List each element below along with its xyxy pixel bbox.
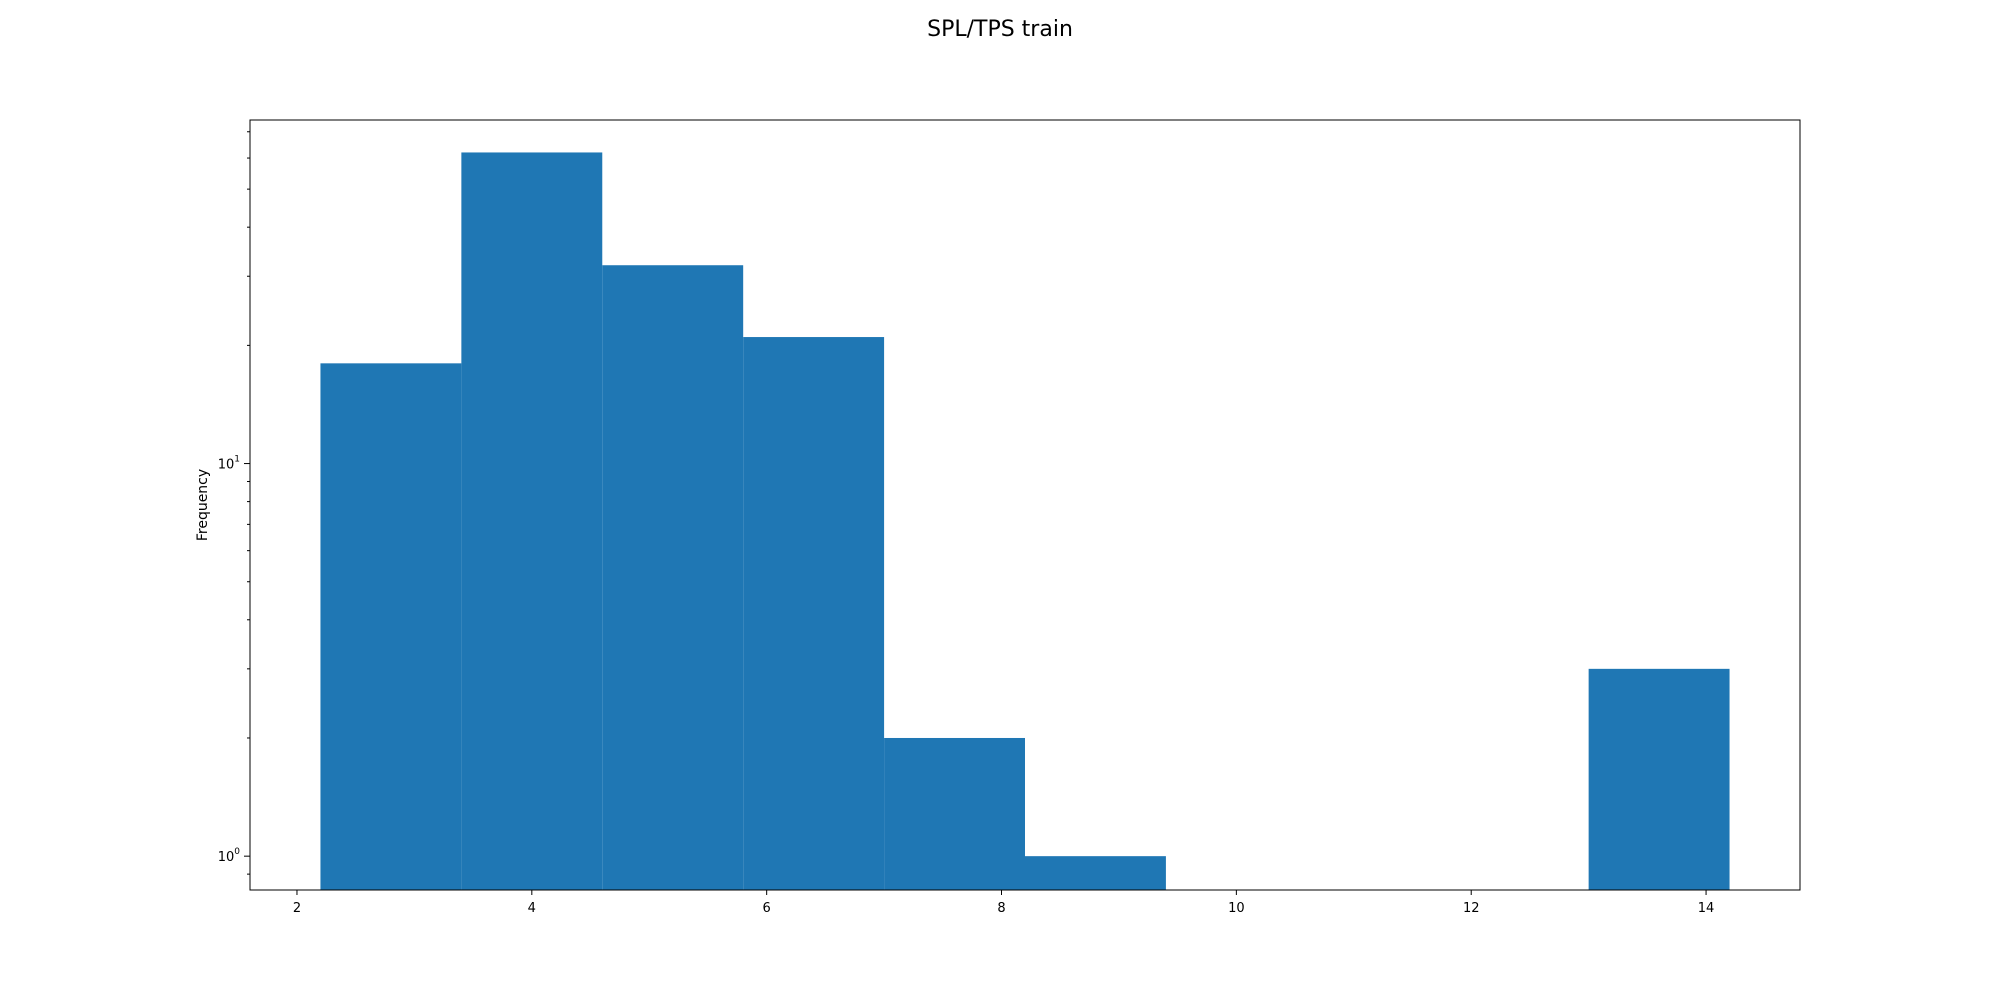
x-axis: 2 4 6 8 10 12 14 (293, 890, 1715, 916)
x-tick-label: 4 (528, 901, 536, 916)
histogram-bar (461, 152, 603, 891)
y-tick-label: 101 (218, 455, 240, 473)
x-tick-label: 14 (1698, 901, 1715, 916)
bars-group (320, 152, 1730, 891)
x-tick-label: 6 (763, 901, 771, 916)
plot-frame (249, 119, 1801, 891)
y-axis-label: Frequency (195, 469, 211, 541)
histogram-bar (1588, 668, 1730, 890)
histogram-bar (743, 337, 885, 890)
y-axis: 100 101 (218, 131, 250, 875)
x-tick-label: 8 (997, 901, 1005, 916)
x-tick-label: 2 (293, 901, 301, 916)
histogram-bar (884, 737, 1025, 890)
histogram-bar (602, 265, 744, 890)
x-tick-label: 12 (1463, 901, 1480, 916)
y-tick-label: 100 (218, 847, 241, 865)
histogram-bar (1025, 856, 1166, 890)
histogram-bar (320, 363, 462, 890)
chart-title: SPL/TPS train (927, 17, 1073, 42)
x-tick-label: 10 (1228, 901, 1245, 916)
